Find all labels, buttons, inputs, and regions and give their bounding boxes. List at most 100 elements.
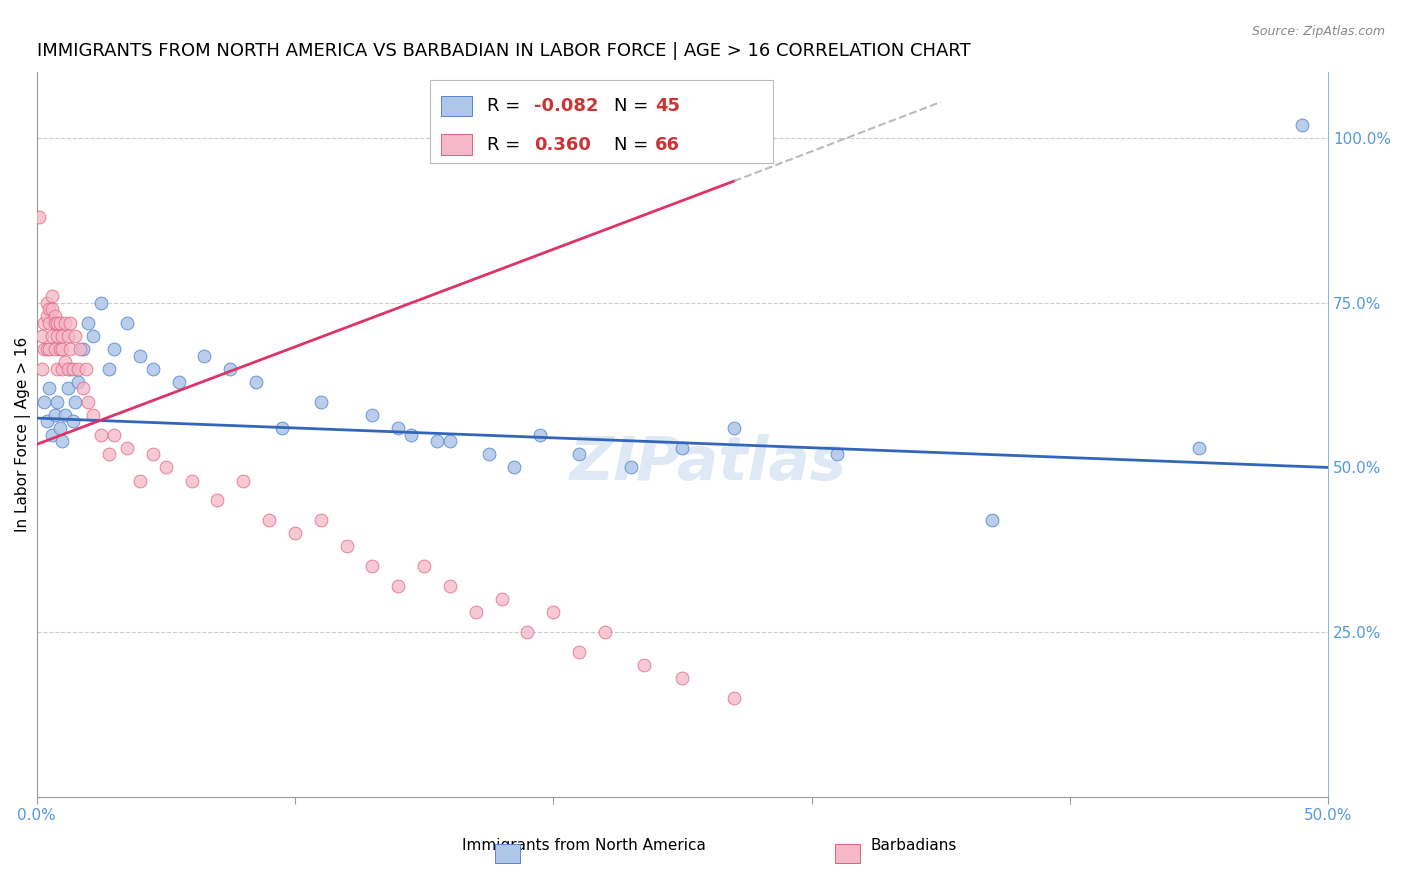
Point [53, 355, 76, 369]
FancyBboxPatch shape [441, 96, 472, 117]
Point [72, 381, 94, 395]
Point [31, 361, 53, 376]
FancyBboxPatch shape [441, 135, 472, 155]
Point [271, 421, 294, 435]
Point [66, 361, 89, 376]
Point [464, 605, 486, 619]
Point [115, 316, 138, 330]
Point [49, 342, 72, 356]
Point [44, 342, 66, 356]
Point [232, 474, 254, 488]
Point [981, 513, 1004, 527]
Point [439, 579, 461, 593]
Point [103, 342, 125, 356]
Point [38, 342, 60, 356]
Point [115, 441, 138, 455]
Point [44, 316, 66, 330]
Point [155, 460, 177, 475]
Point [593, 625, 616, 640]
Y-axis label: In Labor Force | Age > 16: In Labor Force | Age > 16 [15, 337, 31, 533]
Point [77, 394, 100, 409]
Point [309, 513, 332, 527]
Point [723, 421, 745, 435]
Text: N =: N = [614, 136, 654, 153]
Text: -0.082: -0.082 [534, 97, 599, 115]
Point [49, 316, 72, 330]
Point [245, 375, 267, 389]
Point [38, 316, 60, 330]
Point [827, 447, 849, 461]
Point [90, 296, 112, 310]
Point [128, 474, 150, 488]
Point [59, 342, 82, 356]
Point [44, 309, 66, 323]
Point [62, 361, 84, 376]
Point [38, 381, 60, 395]
Text: IMMIGRANTS FROM NORTH AMERICA VS BARBADIAN IN LABOR FORCE | AGE > 16 CORRELATION: IMMIGRANTS FROM NORTH AMERICA VS BARBADI… [37, 42, 970, 60]
Point [56, 361, 79, 376]
Point [620, 460, 643, 475]
Point [180, 474, 202, 488]
Point [284, 526, 307, 541]
Point [66, 375, 89, 389]
Point [51, 361, 73, 376]
Point [51, 328, 73, 343]
Point [59, 361, 82, 376]
Point [46, 361, 69, 376]
Point [207, 493, 229, 508]
Point [503, 460, 526, 475]
Point [361, 408, 384, 422]
Text: R =: R = [488, 97, 526, 115]
Point [335, 540, 357, 554]
Point [46, 328, 69, 343]
Text: ZIPatlas: ZIPatlas [569, 434, 846, 493]
Point [257, 513, 280, 527]
Point [41, 427, 63, 442]
Point [35, 414, 58, 428]
Point [41, 302, 63, 317]
Point [82, 328, 104, 343]
Point [51, 342, 73, 356]
FancyBboxPatch shape [430, 79, 773, 163]
Point [723, 690, 745, 705]
Point [491, 592, 513, 607]
Text: Source: ZipAtlas.com: Source: ZipAtlas.com [1251, 25, 1385, 38]
Point [34, 316, 56, 330]
Point [82, 408, 104, 422]
Point [41, 328, 63, 343]
Point [69, 342, 91, 356]
Text: R =: R = [488, 136, 531, 153]
Point [53, 316, 76, 330]
Point [529, 427, 551, 442]
Point [399, 427, 422, 442]
Point [387, 579, 409, 593]
Point [478, 447, 501, 461]
Point [59, 316, 82, 330]
Point [387, 421, 409, 435]
Point [31, 328, 53, 343]
Text: 45: 45 [655, 97, 681, 115]
Point [541, 605, 564, 619]
Point [35, 309, 58, 323]
Point [439, 434, 461, 449]
Point [75, 361, 97, 376]
Point [568, 447, 591, 461]
Point [516, 625, 538, 640]
Point [34, 342, 56, 356]
Point [167, 375, 190, 389]
Point [46, 394, 69, 409]
Point [28, 211, 51, 225]
Point [72, 342, 94, 356]
Text: Barbadians: Barbadians [870, 838, 957, 853]
Point [413, 559, 436, 574]
Text: 66: 66 [655, 136, 681, 153]
Point [1188, 441, 1211, 455]
Text: N =: N = [614, 97, 654, 115]
Point [62, 414, 84, 428]
Point [38, 302, 60, 317]
Point [142, 447, 165, 461]
Point [41, 289, 63, 303]
Point [65, 328, 87, 343]
Point [1291, 118, 1313, 132]
Point [219, 361, 242, 376]
